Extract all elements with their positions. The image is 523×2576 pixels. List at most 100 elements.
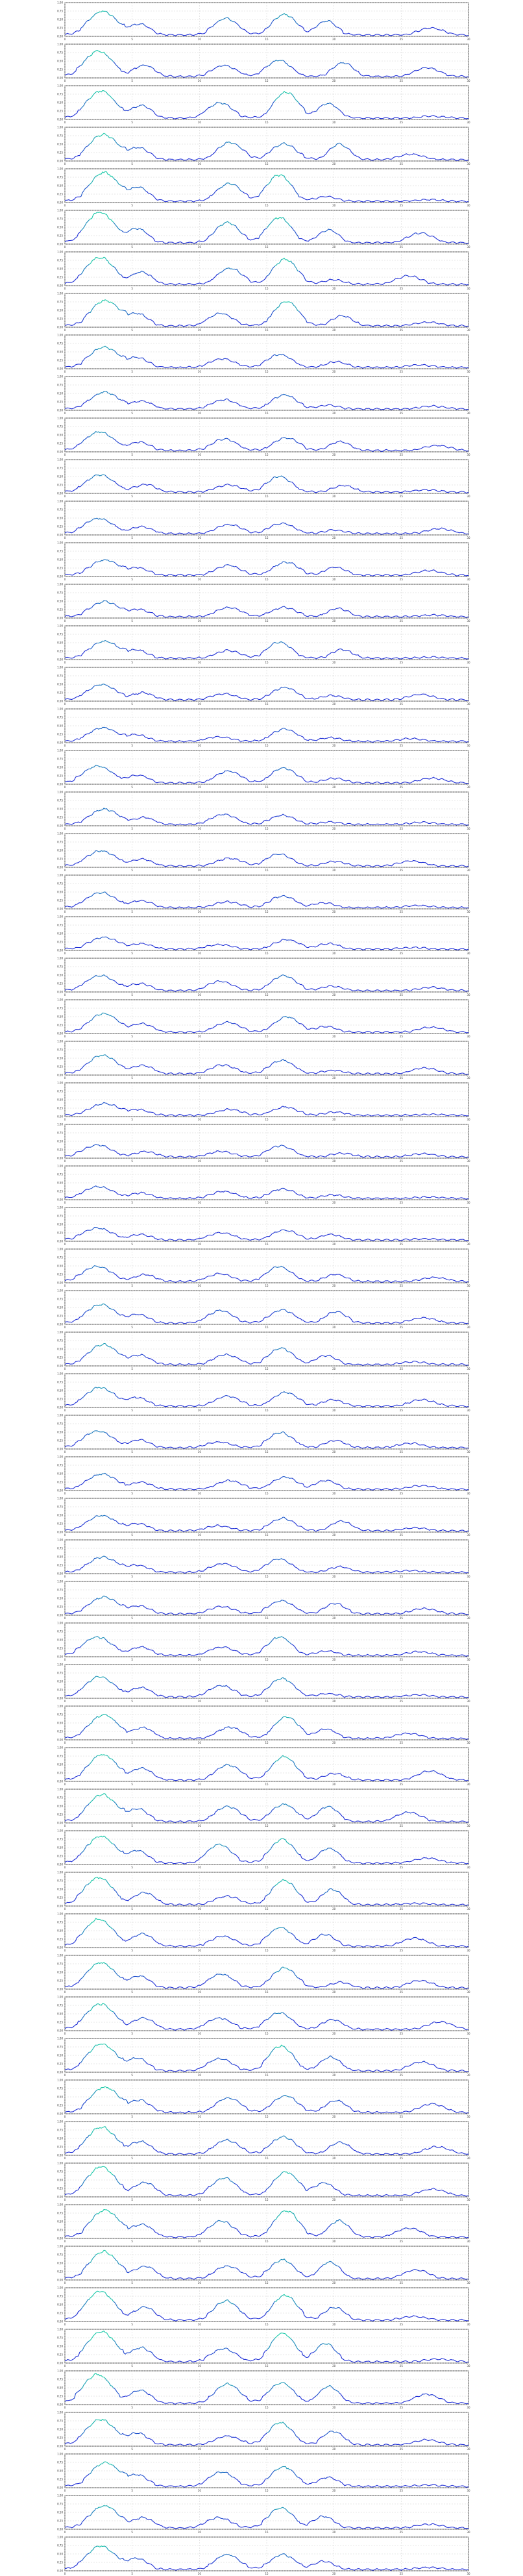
series-line — [234, 1277, 243, 1282]
series-line — [298, 1278, 308, 1282]
series-line — [210, 1232, 219, 1236]
series-line — [250, 1860, 259, 1863]
series-line — [452, 948, 461, 950]
series-line — [80, 2011, 90, 2021]
series-line — [218, 358, 226, 361]
series-line — [242, 1732, 251, 1738]
series-line — [250, 448, 259, 451]
series-line — [452, 491, 461, 493]
series-line — [347, 1737, 356, 1740]
series-line — [258, 321, 267, 326]
series-line — [291, 2513, 299, 2522]
series-line — [202, 1526, 211, 1530]
series-line — [380, 1405, 388, 1407]
series-line — [435, 906, 444, 909]
panel: 0 5 10 15 20 25 300.000.250.500.751.00 — [57, 1663, 470, 1703]
x-tick-label: 0 — [64, 910, 66, 913]
y-tick-label: 0.75 — [57, 799, 63, 802]
x-tick-label: 25 — [400, 328, 404, 332]
series-line — [291, 1063, 299, 1069]
series-line — [380, 33, 388, 36]
series-line — [178, 989, 186, 992]
series-line — [89, 1104, 97, 1110]
series-line — [162, 1197, 170, 1200]
y-tick-label: 0.25 — [57, 608, 63, 612]
series-line — [298, 2396, 308, 2402]
series-line — [193, 112, 202, 118]
x-tick-label: 15 — [265, 2157, 269, 2160]
series-line — [331, 2261, 340, 2268]
series-line — [274, 92, 284, 101]
y-tick-label: 1.00 — [57, 43, 63, 46]
y-tick-label: 0.25 — [57, 2436, 63, 2440]
y-tick-label: 1.00 — [57, 458, 63, 462]
series-line — [444, 2525, 453, 2528]
series-line — [137, 2016, 146, 2021]
series-line — [331, 1311, 340, 1313]
series-line — [218, 2554, 226, 2558]
series-line — [444, 2021, 453, 2025]
series-line — [436, 323, 444, 325]
x-tick-label: 10 — [198, 952, 202, 955]
series-line — [153, 1650, 162, 1655]
series-line — [339, 566, 348, 572]
series-line — [395, 989, 404, 992]
series-line — [178, 573, 186, 576]
series-line — [331, 1194, 340, 1196]
series-line — [153, 1896, 162, 1903]
series-line — [258, 2349, 267, 2360]
series-line — [323, 279, 332, 282]
series-line — [404, 822, 413, 825]
series-line — [331, 2018, 340, 2022]
series-line — [387, 2318, 396, 2321]
series-line — [226, 2059, 235, 2066]
series-line — [129, 774, 138, 778]
series-line — [186, 2402, 195, 2405]
series-line — [347, 1899, 356, 1905]
series-line — [80, 897, 90, 904]
series-line — [250, 698, 259, 701]
series-line — [436, 2441, 444, 2444]
series-line — [178, 1903, 186, 1906]
series-line — [64, 1653, 73, 1655]
series-line — [80, 2473, 90, 2484]
series-line — [145, 611, 154, 614]
series-line — [88, 1876, 97, 1884]
x-tick-label: 0 — [64, 2406, 66, 2409]
series-line — [339, 648, 348, 651]
panel: 0 5 10 15 20 25 300.000.250.500.751.00 — [57, 1705, 470, 1745]
series-line — [169, 1987, 178, 1989]
series-line — [315, 571, 324, 575]
series-line — [282, 1677, 291, 1683]
series-line — [291, 2138, 299, 2147]
series-line — [266, 2557, 275, 2564]
x-tick-label: 20 — [332, 1658, 336, 1661]
series-line — [411, 571, 420, 574]
x-tick-label: 5 — [131, 328, 133, 332]
y-tick-label: 0.75 — [57, 1173, 63, 1176]
series-line — [404, 1694, 413, 1696]
series-line — [234, 2183, 243, 2191]
series-line — [242, 1401, 251, 1406]
series-line — [322, 68, 332, 76]
series-line — [169, 2444, 178, 2446]
series-line — [178, 34, 186, 36]
x-tick-label: 5 — [131, 2531, 133, 2534]
series-line — [331, 2345, 340, 2355]
series-line — [121, 734, 130, 737]
series-line — [363, 1653, 372, 1657]
series-line — [298, 983, 308, 990]
series-line — [411, 737, 420, 741]
series-line — [274, 1309, 284, 1313]
series-line — [411, 1937, 420, 1940]
series-line — [298, 103, 308, 114]
series-line — [339, 62, 348, 64]
series-line — [153, 30, 162, 34]
series-line — [242, 1985, 251, 1988]
series-line — [202, 1735, 211, 1739]
series-line — [113, 1599, 122, 1606]
series-line — [387, 862, 396, 867]
series-line — [331, 314, 340, 320]
series-line — [121, 984, 130, 987]
x-tick-label: 10 — [198, 370, 202, 373]
